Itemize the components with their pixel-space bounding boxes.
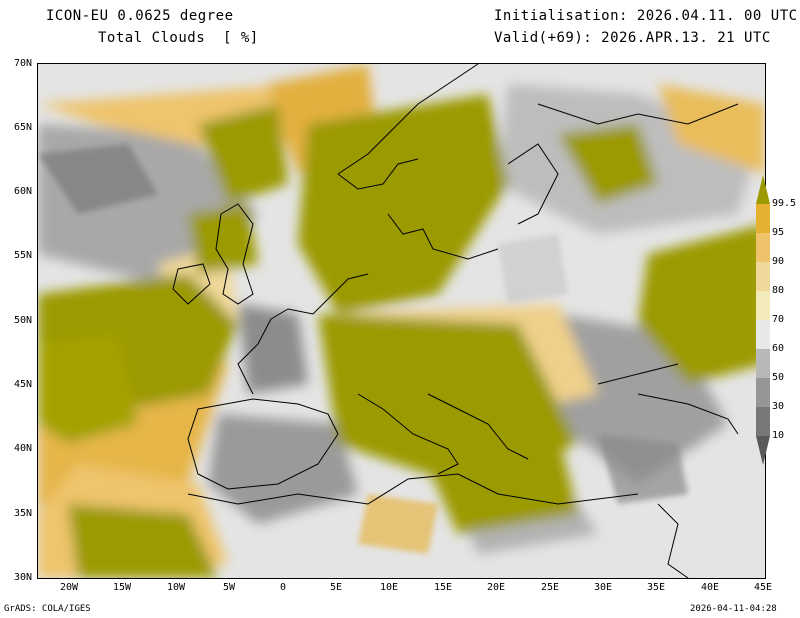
lon-label-10e: 10E bbox=[379, 582, 399, 593]
colorbar-label-30: 30 bbox=[772, 401, 785, 412]
colorbar-segment bbox=[756, 320, 770, 349]
colorbar-label-80: 80 bbox=[772, 285, 785, 296]
cloud-map-svg bbox=[38, 64, 765, 578]
valid-time: Valid(+69): 2026.APR.13. 21 UTC bbox=[494, 30, 771, 46]
lat-label-65n: 65N bbox=[13, 122, 32, 133]
cloud-map bbox=[37, 63, 766, 579]
lat-label-30n: 30N bbox=[13, 572, 32, 583]
lat-label-60n: 60N bbox=[13, 186, 32, 197]
colorbar-segment bbox=[756, 291, 770, 320]
lat-label-40n: 40N bbox=[13, 443, 32, 454]
lon-label-5e: 5E bbox=[329, 582, 343, 593]
lon-label-45e: 45E bbox=[753, 582, 773, 593]
field-title: Total Clouds [ %] bbox=[98, 30, 259, 46]
colorbar-segment bbox=[756, 204, 770, 233]
colorbar-cap-bottom bbox=[756, 436, 770, 465]
lat-label-45n: 45N bbox=[13, 379, 32, 390]
colorbar-cap-top bbox=[756, 175, 770, 204]
colorbar-segment bbox=[756, 233, 770, 262]
colorbar-label-90: 90 bbox=[772, 256, 785, 267]
colorbar-label-95: 95 bbox=[772, 227, 785, 238]
colorbar-label-10: 10 bbox=[772, 430, 785, 441]
lon-label-40e: 40E bbox=[700, 582, 720, 593]
lon-label-35e: 35E bbox=[646, 582, 666, 593]
lat-label-35n: 35N bbox=[13, 508, 32, 519]
init-time: Initialisation: 2026.04.11. 00 UTC bbox=[494, 8, 798, 24]
lon-label-0: 0 bbox=[279, 582, 287, 593]
model-title: ICON-EU 0.0625 degree bbox=[46, 8, 234, 24]
colorbar bbox=[756, 175, 770, 465]
lon-label-20e: 20E bbox=[486, 582, 506, 593]
lon-label-15w: 15W bbox=[112, 582, 132, 593]
lat-label-55n: 55N bbox=[13, 250, 32, 261]
lon-label-10w: 10W bbox=[166, 582, 186, 593]
lon-label-20w: 20W bbox=[59, 582, 79, 593]
colorbar-label-99-5: 99.5 bbox=[772, 198, 797, 209]
lat-label-70n: 70N bbox=[13, 58, 32, 69]
footer-software: GrADS: COLA/IGES bbox=[4, 604, 91, 614]
lon-label-5w: 5W bbox=[222, 582, 236, 593]
colorbar-segment bbox=[756, 407, 770, 436]
colorbar-label-60: 60 bbox=[772, 343, 785, 354]
colorbar-label-70: 70 bbox=[772, 314, 785, 325]
lon-label-25e: 25E bbox=[540, 582, 560, 593]
lat-label-50n: 50N bbox=[13, 315, 32, 326]
colorbar-segment bbox=[756, 349, 770, 378]
footer-timestamp: 2026-04-11-04:28 bbox=[690, 604, 777, 614]
colorbar-segment bbox=[756, 262, 770, 291]
colorbar-label-50: 50 bbox=[772, 372, 785, 383]
lon-label-30e: 30E bbox=[593, 582, 613, 593]
lon-label-15e: 15E bbox=[433, 582, 453, 593]
colorbar-segment bbox=[756, 378, 770, 407]
